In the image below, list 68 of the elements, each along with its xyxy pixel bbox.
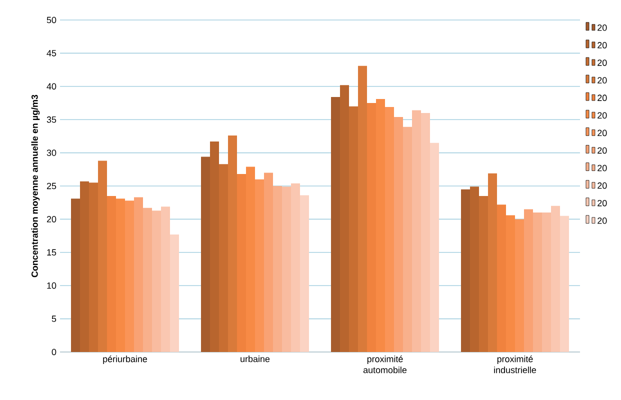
bar xyxy=(134,197,143,352)
bar xyxy=(98,160,107,352)
bar xyxy=(152,210,161,352)
legend-label: 20 xyxy=(598,94,607,102)
bar xyxy=(340,85,350,352)
bar xyxy=(412,110,422,352)
legend-label: 20 xyxy=(598,112,607,119)
bar xyxy=(201,156,210,352)
bar xyxy=(461,189,470,352)
bar xyxy=(358,66,368,352)
legend-label: 20 xyxy=(598,130,607,136)
x-tick-label: proximité automobile xyxy=(363,356,407,374)
bar xyxy=(403,126,412,352)
bar xyxy=(533,212,542,352)
bar xyxy=(524,209,534,352)
bar xyxy=(430,142,440,352)
y-tick-label: 30 xyxy=(46,150,56,156)
y-tick-label: 10 xyxy=(47,282,56,289)
x-tick-label: urbaine xyxy=(240,356,270,362)
bar xyxy=(125,200,134,352)
bar xyxy=(385,106,394,352)
y-tick-label: 45 xyxy=(46,50,56,56)
x-tick-label: proximité industrielle xyxy=(494,356,536,374)
y-tick-label: 35 xyxy=(46,116,56,123)
bar xyxy=(515,219,524,352)
bar xyxy=(488,173,498,352)
bar xyxy=(349,106,358,352)
y-tick-label: 5 xyxy=(52,316,56,322)
bar xyxy=(255,179,264,352)
legend-label: 20 xyxy=(598,77,607,84)
bar xyxy=(421,112,430,352)
legend-label: 20 xyxy=(598,218,607,224)
bar xyxy=(282,186,292,352)
legend-label: 20 xyxy=(598,60,607,66)
bar xyxy=(170,234,179,352)
bar xyxy=(219,164,228,352)
y-tick-label: 0 xyxy=(52,348,56,356)
bar xyxy=(210,142,219,352)
y-tick-label: 40 xyxy=(46,83,56,90)
y-tick-label: 50 xyxy=(46,16,56,24)
y-axis-title: Concentration moyenne annuelle en µg/m3 xyxy=(31,94,40,278)
bar xyxy=(264,172,274,352)
bar xyxy=(560,216,570,352)
bar xyxy=(89,182,98,352)
y-tick-label: 15 xyxy=(47,249,56,256)
bar xyxy=(273,186,282,352)
bar xyxy=(551,206,560,352)
bar xyxy=(300,195,310,352)
bar xyxy=(331,97,340,352)
bar xyxy=(80,181,89,352)
bar xyxy=(470,186,480,352)
x-tick-label: périurbaine xyxy=(103,356,148,364)
bar xyxy=(228,136,237,352)
legend-label: 20 xyxy=(598,200,607,206)
y-tick-label: 25 xyxy=(46,182,56,190)
bar xyxy=(542,212,552,352)
legend-label: 20 xyxy=(598,24,607,31)
bar xyxy=(161,206,170,352)
bar xyxy=(71,198,80,352)
bar xyxy=(394,116,404,352)
legend-label: 20 xyxy=(598,164,607,172)
bar xyxy=(479,196,488,352)
bar xyxy=(291,183,300,352)
legend-label: 20 xyxy=(598,42,607,48)
bar xyxy=(143,208,152,352)
y-tick-label: 20 xyxy=(46,216,56,222)
legend-label: 20 xyxy=(598,182,607,189)
legend-label: 20 xyxy=(598,147,607,154)
